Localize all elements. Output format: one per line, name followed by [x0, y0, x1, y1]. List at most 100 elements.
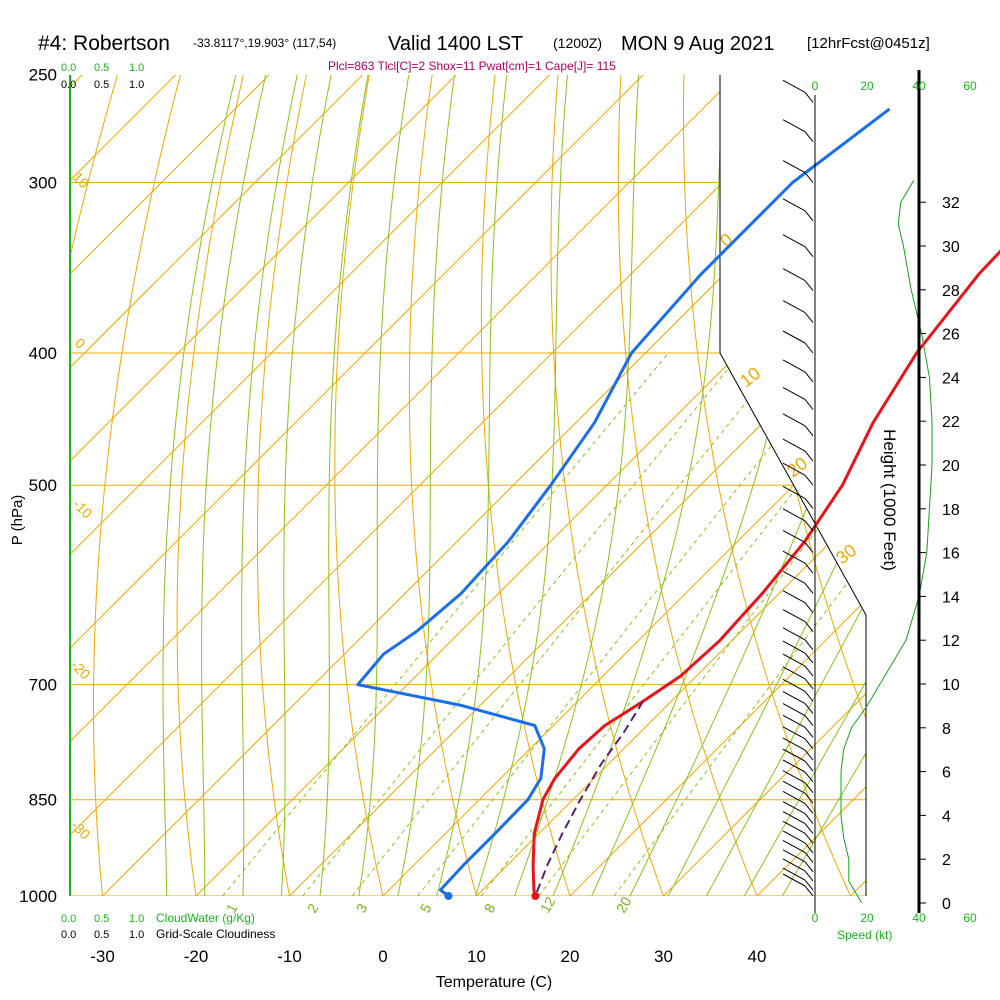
wind-barb-shaft — [804, 542, 814, 553]
wind-barb-feather — [782, 811, 806, 825]
wind-barb — [782, 849, 814, 873]
parcel-profile-line — [534, 700, 644, 897]
wind-barb — [782, 234, 814, 258]
cloudiness-tick-0-bottom: 0.0 — [61, 929, 76, 941]
wind-barb-shaft — [804, 639, 814, 651]
wind-barb — [782, 160, 814, 183]
wind-barb-feather — [782, 640, 806, 654]
cloudiness-label: Grid-Scale Cloudiness — [156, 927, 275, 941]
wind-barb-feather — [782, 801, 806, 815]
diagram-boundary — [719, 75, 867, 896]
wind-barb-shaft — [804, 621, 814, 632]
wind-barb — [782, 438, 814, 462]
wind-barb — [782, 359, 814, 383]
wind-barb-feather — [782, 268, 806, 282]
wind-barb-shaft — [804, 738, 814, 750]
wind-barb-feather — [782, 462, 806, 476]
wind-barb-shaft — [804, 691, 814, 702]
wind-barb — [782, 703, 814, 726]
wind-barb-shaft — [804, 782, 814, 793]
wind-barb-shaft — [804, 803, 814, 814]
wind-barb-feather — [782, 413, 806, 427]
station-title: #4: Robertson — [38, 32, 170, 55]
dry-adiabat — [257, 75, 337, 896]
wind-barb-shaft — [804, 870, 814, 882]
wind-barb-shaft — [804, 678, 814, 690]
wind-barb-shaft — [804, 760, 814, 772]
wind-barb-shaft — [804, 602, 814, 614]
mixing-ratio-line — [222, 352, 669, 896]
moist-adiabat — [765, 75, 866, 896]
wind-barb-feather — [782, 830, 806, 844]
moist-adiabat — [316, 75, 396, 896]
height-tick-label: 10 — [942, 677, 960, 694]
isotherm — [70, 75, 777, 896]
wind-barb-shaft — [804, 562, 814, 574]
temperature-profile-line — [531, 249, 1000, 897]
wind-barb-feather — [782, 609, 806, 622]
moist-adiabat — [391, 75, 477, 896]
wind-barb-feather — [782, 359, 806, 373]
height-axis-title: Height (1000 Feet) — [880, 429, 899, 571]
wind-barb — [782, 79, 814, 103]
speed-tick-2-bottom: 40 — [912, 911, 926, 925]
wind-barb-shaft — [804, 665, 814, 677]
height-tick-label: 22 — [942, 414, 960, 431]
wind-barb — [782, 268, 814, 291]
height-tick-label: 26 — [942, 327, 960, 344]
height-tick-label: 30 — [942, 239, 960, 256]
wind-barb — [782, 726, 814, 750]
pressure-tick-label: 250 — [29, 65, 57, 84]
forecast-label: [12hrFcst@0451z] — [807, 35, 930, 52]
wind-barb — [782, 570, 814, 594]
wind-barb — [782, 627, 814, 651]
wind-barb-feather — [782, 726, 806, 740]
wind-barb-feather — [782, 840, 806, 853]
wind-barb-shaft — [804, 852, 814, 863]
wind-barb — [782, 830, 814, 854]
temperature-tick-label: -20 — [184, 947, 209, 966]
wind-barb-shaft — [804, 771, 814, 783]
wind-barb — [782, 640, 814, 664]
dry-adiabat — [682, 75, 865, 896]
valid-zulu: (1200Z) — [553, 35, 602, 51]
isotherm — [73, 75, 866, 896]
wind-barb — [782, 840, 814, 863]
speed-tick-0-top: 0 — [812, 79, 819, 93]
pressure-tick-label: 500 — [29, 476, 57, 495]
stability-indices: Plcl=863 Tlcl[C]=2 Shox=11 Pwat[cm]=1 Ca… — [328, 59, 616, 73]
speed-label: Speed (kt) — [837, 928, 892, 942]
dewpoint-profile-line — [356, 107, 891, 898]
mixing-ratio-line — [417, 352, 846, 896]
wind-barb-shaft — [804, 91, 814, 103]
wind-barb — [782, 387, 814, 410]
cloudiness-tick-1-bottom: 0.5 — [94, 929, 109, 941]
wind-barb-feather — [782, 438, 806, 452]
wind-barb — [782, 678, 814, 702]
isotherm — [260, 75, 866, 896]
wind-barb — [782, 770, 814, 793]
wind-barb-feather — [782, 849, 806, 863]
wind-barb-feather — [782, 666, 806, 680]
moist-adiabat — [727, 75, 866, 896]
height-tick-label: 2 — [942, 852, 951, 869]
wind-barb-shaft — [804, 371, 814, 383]
moist-adiabat — [465, 75, 584, 896]
cloudiness-tick-2-bottom: 1.0 — [129, 929, 144, 941]
height-tick-label: 14 — [942, 589, 960, 606]
cloudwater-tick-0-top: 0.0 — [61, 62, 76, 74]
temperature-tick-label: 40 — [748, 947, 767, 966]
wind-barb — [782, 590, 814, 614]
moist-adiabat — [353, 75, 434, 896]
wind-barb-shaft — [804, 210, 814, 222]
wind-barb-feather — [782, 867, 806, 881]
wind-barb-feather — [782, 486, 806, 499]
wind-barb — [782, 780, 814, 804]
wind-barb — [782, 330, 814, 354]
wind-barb-shaft — [804, 520, 814, 532]
speed-tick-3-bottom: 60 — [963, 911, 977, 925]
wind-barb — [782, 609, 814, 632]
wind-barb-feather — [782, 873, 806, 887]
wind-barb-feather — [782, 570, 806, 584]
